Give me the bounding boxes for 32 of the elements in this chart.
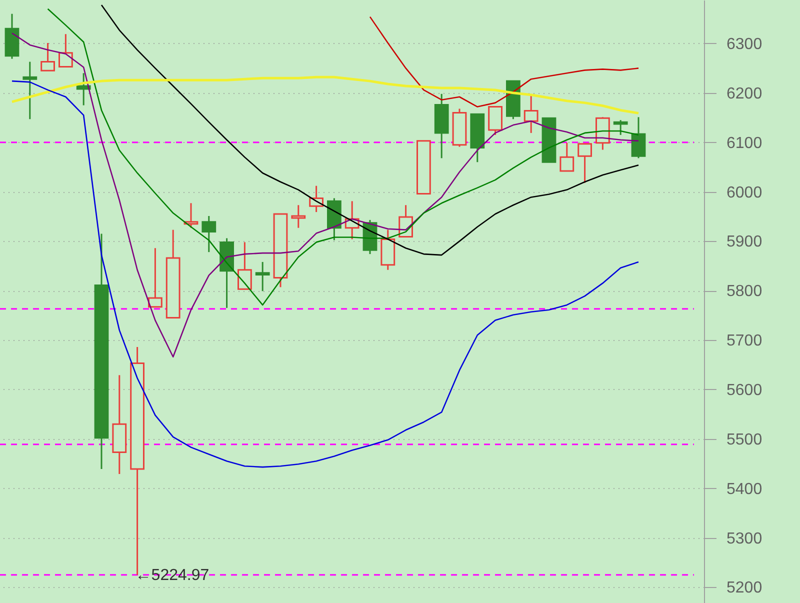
candlestick (202, 215, 216, 253)
y-tick-label: 5200 (726, 580, 762, 597)
candlestick (578, 143, 592, 184)
candlestick (488, 106, 502, 136)
candlestick (255, 261, 270, 292)
line-series (369, 16, 640, 108)
candlestick (148, 247, 162, 308)
candlestick (291, 204, 306, 229)
y-tick-label: 5600 (726, 382, 762, 399)
line-series (100, 4, 640, 256)
y-tick-label: 5700 (726, 332, 762, 350)
y-tick-label: 6200 (726, 85, 762, 102)
candlestick (40, 42, 55, 72)
candlestick (631, 116, 646, 159)
annotation: ←5224.97 (135, 566, 210, 584)
candlestick (58, 33, 73, 68)
candlestick (560, 142, 574, 172)
y-tick-label: 6300 (726, 36, 762, 53)
line-series (10, 76, 640, 114)
candlestick (22, 61, 38, 120)
y-tick-label: 5900 (726, 234, 762, 251)
y-tick-label: 6000 (726, 184, 762, 202)
candlestick (613, 119, 628, 136)
y-tick-label: 6100 (726, 134, 762, 152)
y-tick-label: 5800 (726, 283, 762, 300)
y-tick-label: 5400 (726, 480, 762, 498)
candlestick (524, 95, 538, 134)
y-tick-label: 5300 (726, 530, 762, 548)
line-series (11, 80, 640, 468)
y-tick-label: 5500 (726, 431, 762, 448)
candlestick (184, 202, 198, 229)
candlestick (238, 241, 252, 290)
